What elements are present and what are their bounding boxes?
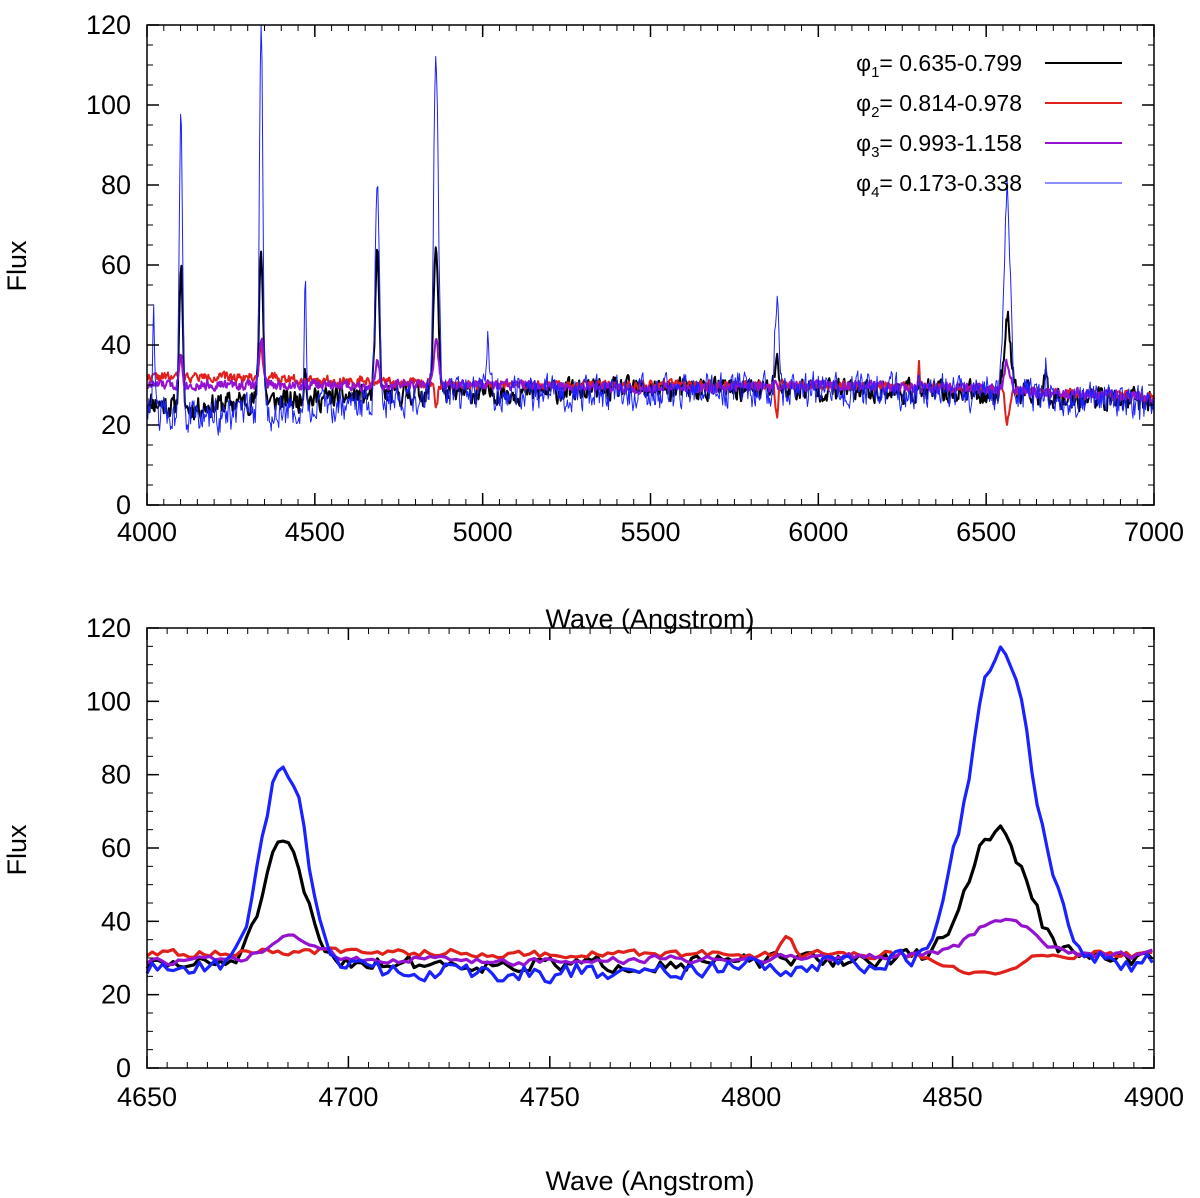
- top-y-tick-label: 100: [86, 90, 131, 120]
- top-y-tick-label: 0: [116, 490, 131, 520]
- top-series-line-4: [146, 24, 1155, 436]
- bottom-x-tick-label: 4800: [721, 1082, 781, 1112]
- top-legend: φ1= 0.635-0.799 φ2= 0.814-0.978 φ3= 0.993-…: [856, 50, 1122, 201]
- legend-entry-2: φ2= 0.814-0.978: [856, 90, 1122, 121]
- top-series-layer: [146, 24, 1155, 436]
- top-x-tick-label: 4000: [117, 517, 177, 547]
- legend-label: φ4= 0.173-0.338: [856, 170, 1022, 201]
- top-y-tick-label: 60: [101, 250, 131, 280]
- legend-label: φ2= 0.814-0.978: [856, 90, 1022, 121]
- top-y-tick-label: 40: [101, 330, 131, 360]
- top-y-tick-label: 20: [101, 410, 131, 440]
- bottom-x-tick-label: 4750: [520, 1082, 580, 1112]
- bottom-x-axis-title: Wave (Angstrom): [545, 1166, 754, 1196]
- bottom-x-tick-label: 4850: [923, 1082, 983, 1112]
- top-x-tick-label: 6500: [956, 517, 1016, 547]
- bottom-x-tick-label: 4650: [117, 1082, 177, 1112]
- bottom-series-line-3: [146, 917, 1153, 967]
- bottom-y-tick-label: 0: [116, 1053, 131, 1083]
- bottom-y-tick-label: 120: [86, 613, 131, 643]
- legend-entry-1: φ1= 0.635-0.799: [856, 50, 1122, 81]
- top-y-tick-label: 120: [86, 10, 131, 40]
- top-y-tick-label: 80: [101, 170, 131, 200]
- top-x-tick-label: 7000: [1124, 517, 1184, 547]
- chart-bottom-panel: 4650 4700 4750 4800 4850 4900020406080100120 …: [2, 613, 1184, 1196]
- bottom-y-axis-title: Flux: [2, 824, 32, 876]
- top-x-tick-label: 5000: [453, 517, 513, 547]
- top-ticks-layer: 4000 4500 5000 5500 6000 6500 7000 0 20 40 60 80 100…: [86, 10, 1184, 547]
- bottom-x-tick-label: 4700: [318, 1082, 378, 1112]
- top-x-tick-label: 4500: [285, 517, 345, 547]
- bottom-series-layer: [145, 645, 1154, 985]
- top-x-tick-label: 5500: [620, 517, 680, 547]
- top-x-tick-label: 6000: [788, 517, 848, 547]
- legend-entry-3: φ3= 0.993-1.158: [856, 130, 1122, 161]
- bottom-y-tick-label: 20: [101, 980, 131, 1010]
- bottom-y-tick-label: 80: [101, 760, 131, 790]
- legend-entry-4: φ4= 0.173-0.338: [856, 170, 1122, 201]
- bottom-ticks-layer: 4650 4700 4750 4800 4850 4900 0 20 40 60 80 100 120: [86, 613, 1184, 1112]
- top-series-line-1: [146, 246, 1155, 421]
- bottom-series-line-4: [145, 645, 1154, 985]
- legend-label: φ3= 0.993-1.158: [856, 130, 1022, 161]
- bottom-y-tick-label: 100: [86, 686, 131, 716]
- bottom-y-tick-label: 60: [101, 833, 131, 863]
- top-y-axis-title: Flux: [2, 240, 32, 292]
- chart-top-panel: 4000 4500 5000 5500 6000 6500 7000 0 20 40 60 80 100…: [2, 10, 1184, 634]
- bottom-series-line-2: [146, 934, 1153, 976]
- bottom-plot-frame: [146, 627, 1155, 1069]
- bottom-x-tick-label: 4900: [1124, 1082, 1184, 1112]
- legend-label: φ1= 0.635-0.799: [856, 50, 1022, 81]
- bottom-y-tick-label: 40: [101, 906, 131, 936]
